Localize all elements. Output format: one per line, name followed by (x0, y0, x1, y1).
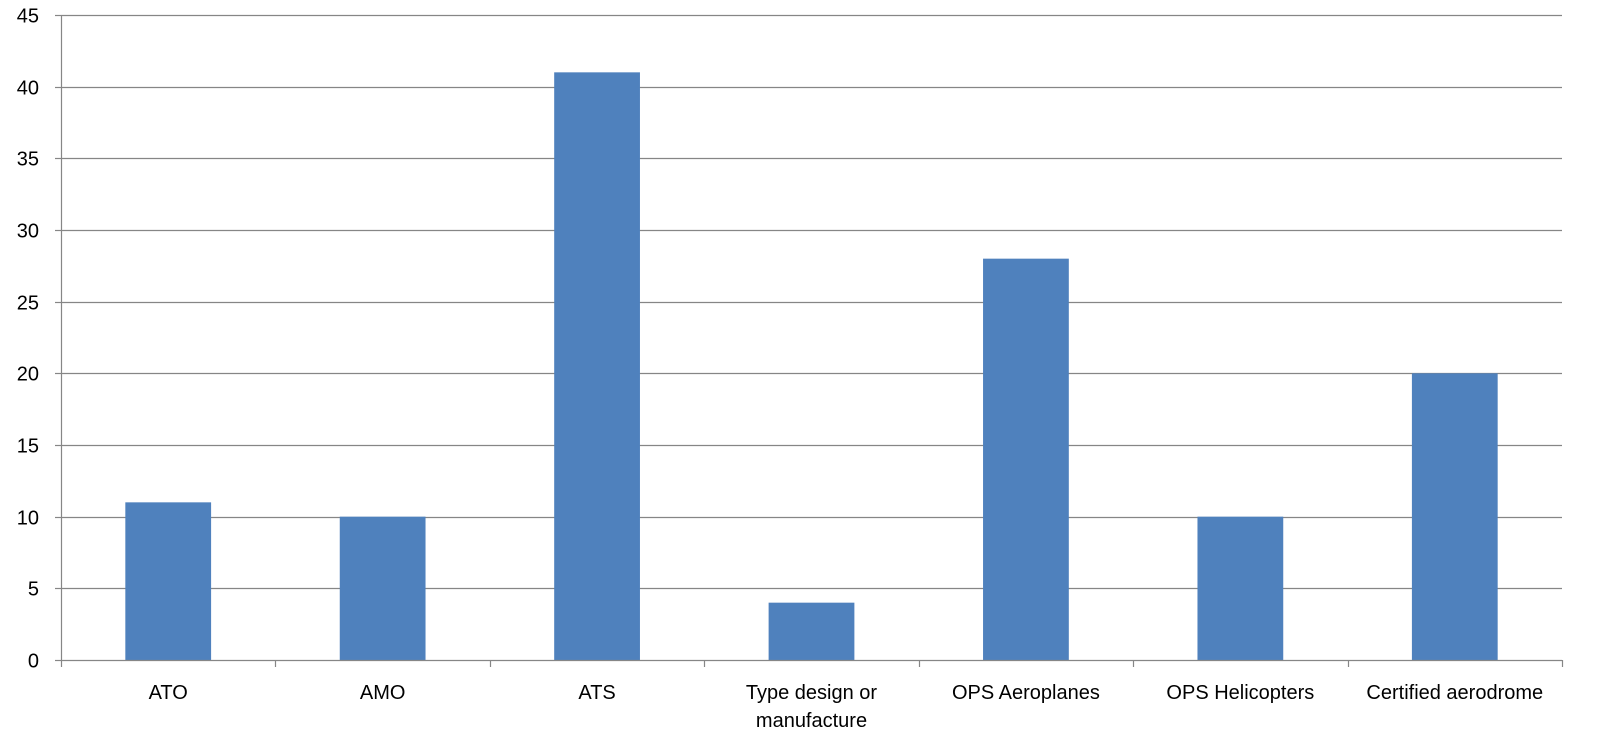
bars (125, 72, 1498, 661)
bar (339, 516, 426, 660)
x-category-label: OPS Helicopters (1166, 682, 1314, 704)
y-tick-label: 15 (17, 436, 39, 458)
bar (983, 258, 1069, 660)
bar (1411, 373, 1498, 660)
x-category-label: Certified aerodrome (1366, 682, 1543, 704)
x-category-label: ATO (149, 682, 188, 704)
y-tick-label: 40 (17, 78, 39, 100)
y-tick-label: 20 (17, 364, 39, 386)
bar (554, 72, 640, 661)
y-tick-label: 0 (28, 651, 39, 673)
y-tick-label: 25 (17, 293, 39, 315)
axes (55, 14, 1564, 667)
y-tick-label: 35 (17, 149, 39, 171)
y-tick-labels: 0 5 10 15 20 25 30 35 40 45 (17, 6, 39, 673)
gridlines (61, 14, 1562, 590)
y-tick-label: 45 (17, 6, 39, 28)
x-category-label: AMO (360, 682, 406, 704)
y-tick-label: 30 (17, 221, 39, 243)
bar (1197, 516, 1284, 660)
x-category-label: Type design or (746, 682, 878, 704)
bar (768, 602, 855, 660)
x-category-label: OPS Aeroplanes (952, 682, 1100, 704)
x-category-label: manufacture (756, 710, 867, 732)
x-category-label: ATS (578, 682, 615, 704)
x-category-labels: ATO AMO ATS Type design or manufacture OPS Ae… (149, 682, 1544, 732)
y-tick-label: 10 (17, 508, 39, 530)
bar (125, 502, 212, 660)
y-tick-label: 5 (28, 579, 39, 601)
